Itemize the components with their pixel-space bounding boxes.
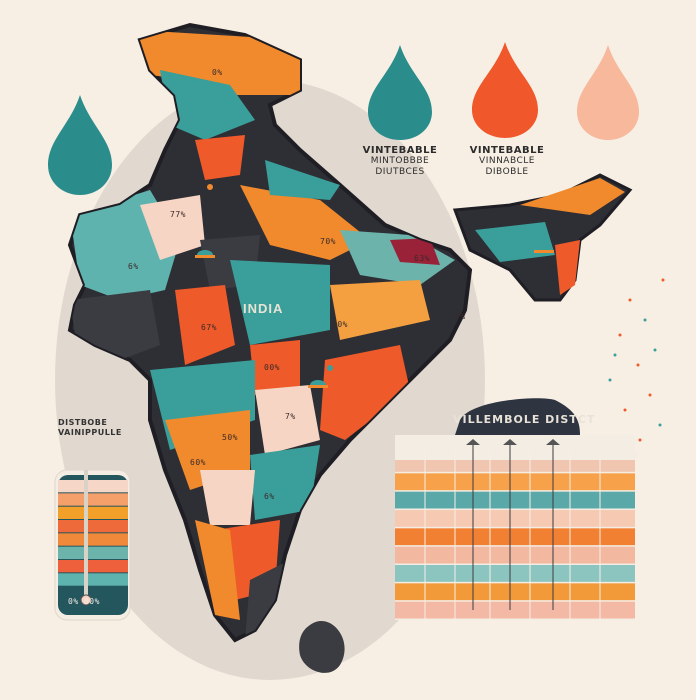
region-punjab-orange bbox=[195, 135, 245, 180]
drops bbox=[48, 42, 639, 195]
region-label: 0% bbox=[212, 68, 223, 77]
region-markers bbox=[195, 184, 554, 388]
drop-icon-teal-left bbox=[48, 95, 112, 195]
gauge-title-line2: VAINIPPULLE bbox=[58, 428, 122, 437]
region-odisha-red bbox=[320, 345, 410, 440]
legend-caption-line1: VINTEBABLE bbox=[469, 145, 545, 156]
legend-caption-line3: DIBOBLE bbox=[485, 167, 529, 177]
region-up-orange bbox=[240, 185, 370, 260]
vulnerable-district-table bbox=[395, 398, 639, 620]
table-row bbox=[395, 583, 635, 601]
region-mp-teal bbox=[230, 260, 330, 345]
table-title: VILLEMBOLE DISTCT bbox=[453, 413, 596, 426]
region-peach-west bbox=[140, 195, 205, 260]
gauge-segment bbox=[58, 493, 128, 506]
region-jharkhand-orange bbox=[330, 280, 430, 340]
legend-caption-2: VINTEBABLE VINNABCLE DIBOBLE bbox=[462, 145, 552, 178]
gauge-segments bbox=[58, 480, 128, 599]
region-label: 70% bbox=[332, 320, 348, 329]
legend-caption-line2: MINTOBBBE bbox=[370, 156, 430, 166]
table-columns bbox=[424, 450, 601, 620]
region-teal-center-top bbox=[265, 160, 340, 200]
table-markers bbox=[466, 439, 560, 610]
region-red-west bbox=[175, 285, 235, 365]
region-label: 67% bbox=[201, 323, 217, 332]
northeast-orange bbox=[520, 178, 625, 215]
region-label: 77% bbox=[170, 210, 186, 219]
gauge-segment bbox=[58, 560, 128, 573]
region-label: 63% bbox=[414, 254, 430, 263]
region-charcoal-tip bbox=[245, 560, 290, 640]
region-bihar-teal bbox=[340, 230, 455, 285]
legend-caption-1: VINTEBABLE MINTOBBBE DIUTBCES bbox=[355, 145, 445, 178]
region-red-center bbox=[250, 340, 300, 395]
region-peach-south bbox=[200, 470, 255, 525]
region-label: 00% bbox=[264, 363, 280, 372]
region-teal-south bbox=[250, 445, 320, 520]
region-label: 70% bbox=[320, 237, 336, 246]
region-maroon bbox=[390, 238, 440, 265]
region-label: 7% bbox=[285, 412, 296, 421]
table-row bbox=[395, 546, 635, 564]
gauge-segment bbox=[58, 506, 128, 519]
legend-caption-line1: VINTEBABLE bbox=[362, 145, 438, 156]
region-label: 50% bbox=[222, 433, 238, 442]
vulnerability-gauge bbox=[54, 469, 131, 621]
gauge-segment bbox=[58, 520, 128, 533]
region-gujarat-charcoal bbox=[70, 290, 160, 360]
table-row bbox=[395, 601, 635, 619]
table-row bbox=[395, 528, 635, 546]
region-orange-tip bbox=[195, 520, 240, 620]
table-row bbox=[395, 473, 635, 491]
rain-dots bbox=[608, 278, 665, 442]
table-row bbox=[395, 565, 635, 582]
table-rows bbox=[395, 455, 635, 619]
map-title: INDIA bbox=[243, 301, 284, 316]
table-row bbox=[395, 491, 635, 509]
table-arched-header bbox=[455, 398, 580, 435]
region-peach-central bbox=[255, 385, 320, 455]
gauge-segment bbox=[58, 573, 128, 586]
india-map bbox=[67, 22, 633, 673]
region-label: 60% bbox=[190, 458, 206, 467]
region-kashmir-orange bbox=[135, 30, 305, 95]
legend-caption-line3: DIUTBCES bbox=[375, 167, 425, 177]
drop-icon-orange bbox=[472, 42, 538, 138]
legend-caption-line2: VINNABCLE bbox=[479, 156, 535, 166]
table-row bbox=[395, 510, 635, 527]
region-north-teal bbox=[160, 70, 255, 140]
gauge-bottom-label: 0% 00% bbox=[68, 597, 100, 606]
drop-icon-peach bbox=[577, 45, 639, 140]
region-label: 6% bbox=[128, 262, 139, 271]
gauge-segment bbox=[58, 586, 128, 599]
region-label: 6% bbox=[264, 492, 275, 501]
gauge-title: DISTBOBE VAINIPPULLE bbox=[58, 418, 122, 438]
gauge-segment bbox=[58, 480, 128, 493]
table-tops bbox=[395, 450, 639, 460]
gauge-title-line1: DISTBOBE bbox=[58, 418, 108, 427]
sri-lanka bbox=[299, 620, 345, 673]
region-label: 0% bbox=[455, 312, 466, 321]
gauge-segment bbox=[58, 533, 128, 546]
northeast-red bbox=[555, 240, 580, 295]
drop-icon-teal bbox=[368, 45, 432, 140]
gauge-segment bbox=[58, 546, 128, 559]
